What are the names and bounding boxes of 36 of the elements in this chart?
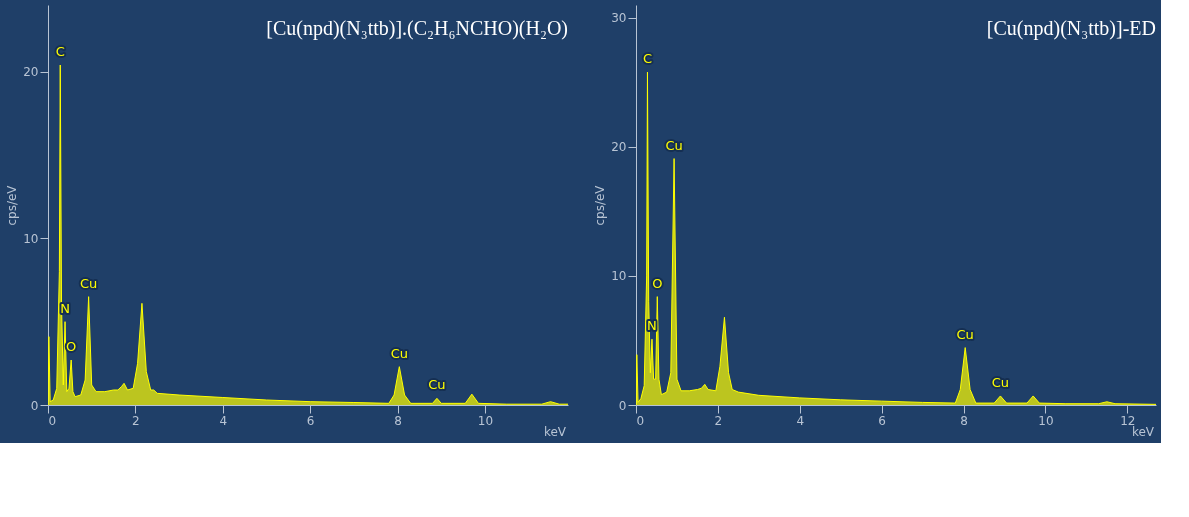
y-tick-label: 20 [611,140,627,155]
x-tick-label: 6 [306,413,315,428]
annotation: Cu [79,275,98,291]
annotation: C [55,44,65,59]
annotation: Cu [428,377,446,393]
y-tick-label: 10 [23,231,39,246]
text: [Cu(npd)(N₃ttb)].(C₂H₆NCHO)(H₂O) [266,17,568,40]
x-tick-label: 2 [714,413,723,428]
x-tick-label: 4 [796,413,805,428]
y-tick-label: 0 [30,398,39,413]
x-tick-label: 10 [477,413,494,428]
x-axis-title: keV [543,425,567,439]
y-axis-title: cps/eV [5,184,20,226]
annotation: Cu [665,137,683,153]
annotation: Cu [956,326,974,342]
annotation: O [66,339,77,354]
y-axis-title: cps/eV [593,184,608,226]
y-tick-label: 10 [611,269,627,284]
x-axis-title: keV [1131,425,1155,439]
x-tick-label: 8 [960,413,968,428]
annotation: Cu [390,345,408,361]
y-tick-label: 20 [23,65,39,80]
annotation: Cu [991,374,1010,390]
text: [Cu(npd)(N₃ttb)]-ED [986,17,1156,40]
x-tick-label: 4 [219,413,228,428]
annotation: O [652,275,663,291]
x-tick-label: 8 [394,413,402,428]
x-tick-label: 0 [636,413,645,428]
x-tick-label: 2 [132,413,140,428]
annotation: C [642,51,652,67]
y-tick-label: 30 [611,11,627,26]
x-tick-label: 0 [48,413,57,428]
x-tick-label: 6 [878,413,886,428]
x-tick-label: 10 [1038,413,1054,428]
y-tick-label: 0 [618,398,627,413]
x-tick-label: 12 [1120,413,1136,428]
